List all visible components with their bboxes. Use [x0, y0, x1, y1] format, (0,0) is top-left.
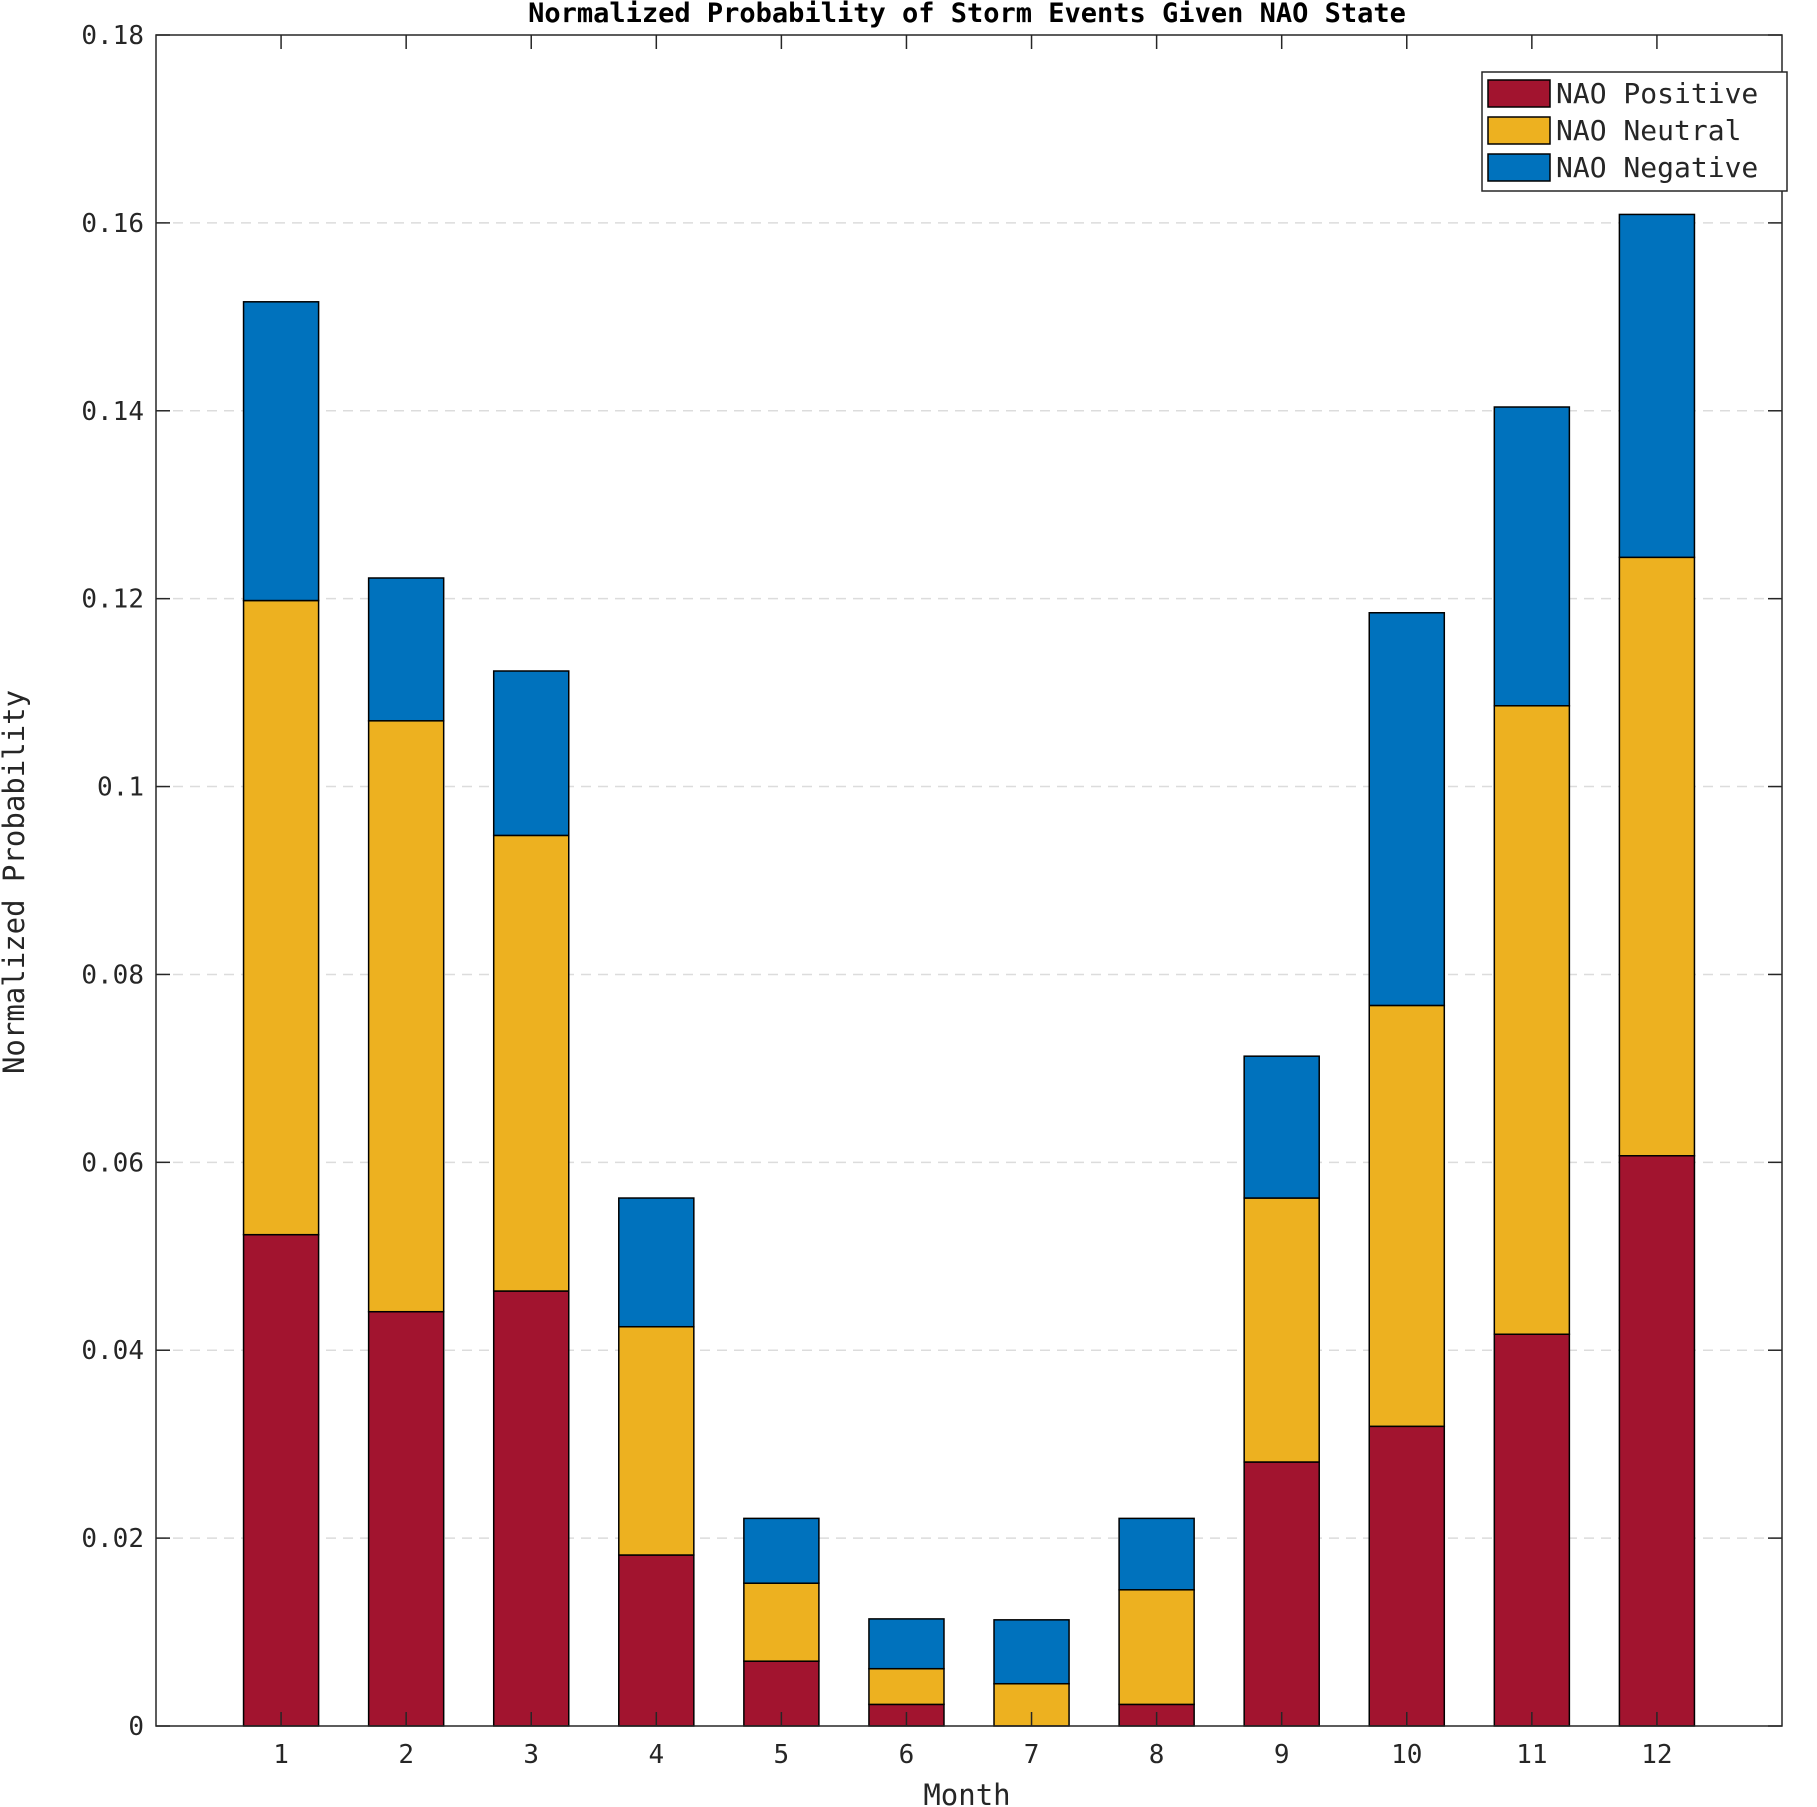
- bar-segment: [618, 1197, 695, 1328]
- y-axis-label: Normalized Probability: [0, 690, 31, 1074]
- y-tick-label: 0.12: [81, 585, 144, 615]
- x-tick-label: 7: [1024, 1740, 1040, 1770]
- plot-frame: [155, 34, 1783, 1727]
- y-tick-label: 0.1: [97, 773, 144, 803]
- bar-segment: [242, 599, 320, 1236]
- bar-segment: [1618, 1155, 1696, 1727]
- bar-segment: [743, 1582, 820, 1662]
- bars: [242, 213, 1696, 1727]
- x-tick-label: 9: [1274, 1740, 1290, 1770]
- bar-segment: [1368, 1425, 1446, 1727]
- bar-segment: [868, 1618, 945, 1670]
- bar-segment: [242, 301, 320, 602]
- bar-segment: [1493, 1333, 1571, 1727]
- bar-segment: [743, 1517, 820, 1584]
- bar-segment: [492, 1290, 570, 1727]
- bar-segment: [242, 1233, 320, 1727]
- bar-segment: [367, 577, 445, 722]
- legend-swatch: [1487, 79, 1551, 108]
- y-tick-label: 0.16: [81, 209, 144, 239]
- bar-segment: [618, 1554, 695, 1727]
- y-tick-label: 0.02: [81, 1524, 144, 1554]
- y-tick-label: 0.08: [81, 960, 144, 990]
- bar-segment: [993, 1619, 1070, 1685]
- legend-swatch: [1487, 116, 1551, 145]
- legend-label: NAO Neutral: [1556, 114, 1741, 147]
- bar-segment: [1493, 406, 1571, 707]
- bar-segment: [367, 720, 445, 1313]
- x-tick-label: 3: [523, 1740, 539, 1770]
- bar-segment: [1243, 1055, 1320, 1199]
- bar-segment: [1118, 1589, 1195, 1706]
- bar-segment: [367, 1310, 445, 1727]
- y-tick-label: 0.14: [81, 397, 144, 427]
- legend-swatch: [1487, 153, 1551, 182]
- bar-segment: [492, 670, 570, 837]
- chart-title: Normalized Probability of Storm Events G…: [528, 0, 1406, 29]
- legend-label: NAO Positive: [1556, 77, 1758, 110]
- bar-segment: [1243, 1197, 1320, 1463]
- x-tick-label: 6: [899, 1740, 915, 1770]
- bar-segment: [1118, 1517, 1195, 1591]
- bar-segment: [1618, 556, 1696, 1157]
- x-tick-label: 1: [273, 1740, 289, 1770]
- x-tick-label: 5: [774, 1740, 790, 1770]
- x-tick-label: 12: [1641, 1740, 1672, 1770]
- y-tick-label: 0.04: [81, 1336, 144, 1366]
- bar-segment: [868, 1667, 945, 1706]
- x-tick-label: 4: [648, 1740, 664, 1770]
- y-tick-label: 0.18: [81, 21, 144, 51]
- bar-segment: [1368, 612, 1446, 1007]
- bar-segment: [1243, 1461, 1320, 1727]
- axis-ticks: 00.020.040.060.080.10.120.140.160.181 2 3 4…: [81, 21, 1782, 1770]
- y-tick-label: 0.06: [81, 1148, 144, 1178]
- bar-segment: [618, 1325, 695, 1556]
- x-tick-label: 8: [1149, 1740, 1165, 1770]
- x-tick-label: 2: [398, 1740, 414, 1770]
- legend-label: NAO Negative: [1556, 151, 1758, 184]
- bar-segment: [1368, 1004, 1446, 1428]
- x-tick-label: 11: [1516, 1740, 1547, 1770]
- legend: NAO Positive NAO Neutral NAO Negative: [1481, 71, 1788, 192]
- bar-segment: [1618, 213, 1696, 559]
- x-axis-label: Month: [923, 1778, 1010, 1807]
- x-tick-label: 10: [1391, 1740, 1422, 1770]
- bar-segment: [1493, 705, 1571, 1336]
- bar-segment: [492, 834, 570, 1292]
- y-tick-label: 0: [128, 1712, 144, 1742]
